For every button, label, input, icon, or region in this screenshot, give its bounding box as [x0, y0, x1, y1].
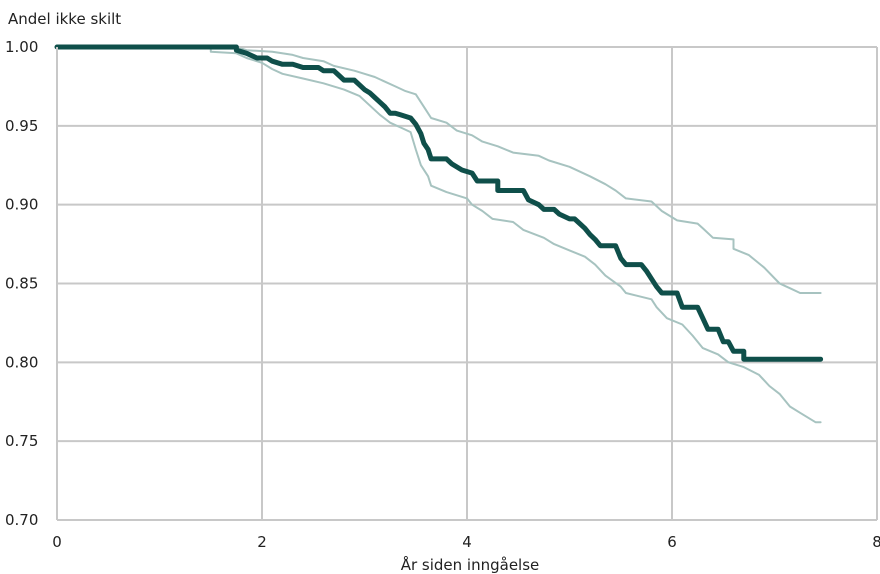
y-tick-label: 0.95: [5, 117, 38, 135]
x-tick-label: 2: [257, 533, 267, 551]
x-axis-label: År siden inngåelse: [401, 555, 540, 574]
y-tick-label: 0.75: [5, 432, 38, 450]
series-layer: [54, 44, 824, 424]
axes-layer: 0.70 0.75 0.80 0.85 0.90 0.95 1.00 0 2 4 6 8: [5, 38, 880, 551]
y-tick-label: 0.90: [5, 196, 38, 214]
series-line-estimate: [54, 44, 824, 362]
y-tick-label: 0.85: [5, 275, 38, 293]
gridlines: [57, 46, 878, 521]
x-tick-label: 4: [462, 533, 472, 551]
series-line-lower-ci: [56, 46, 822, 424]
x-tick-label: 8: [872, 533, 880, 551]
y-tick-label: 0.80: [5, 353, 38, 371]
x-tick-label: 0: [52, 533, 62, 551]
y-tick-label: 1.00: [5, 38, 38, 56]
y-tick-label: 0.70: [5, 511, 38, 529]
x-tick-label: 6: [667, 533, 677, 551]
series-line-upper-ci: [56, 46, 822, 294]
y-axis-label: Andel ikke skilt: [8, 10, 121, 28]
